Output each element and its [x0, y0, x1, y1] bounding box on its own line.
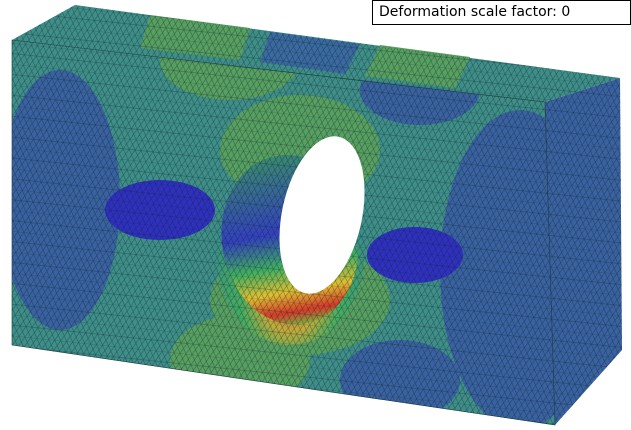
- right-mesh: [545, 78, 622, 425]
- fem-render: [0, 0, 631, 430]
- page: Deformation scale factor: 0 (() => { con…: [0, 0, 631, 430]
- deformation-label: Deformation scale factor: 0: [372, 0, 631, 25]
